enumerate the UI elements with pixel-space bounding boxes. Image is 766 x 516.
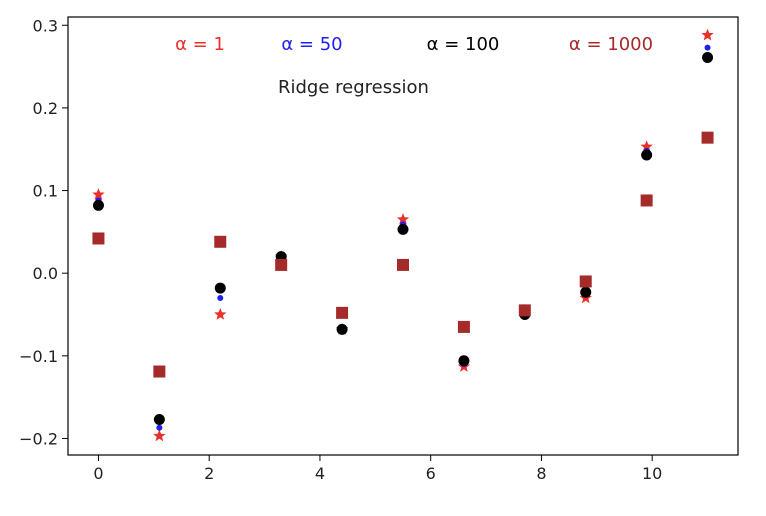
y-tick-label: 0.3 [33, 16, 58, 35]
legend-label: α = 100 [427, 34, 500, 55]
data-point-square [640, 194, 653, 207]
chart-title: Ridge regression [278, 77, 429, 98]
data-point-square [336, 306, 349, 319]
data-point-dot [704, 44, 711, 51]
data-point-square [153, 365, 166, 378]
data-point-circle [214, 282, 226, 294]
data-point-square [457, 320, 470, 333]
data-point-star [396, 212, 410, 225]
x-tick-label: 6 [426, 464, 436, 483]
x-tick-label: 2 [204, 464, 214, 483]
data-point-dot [217, 294, 224, 301]
y-tick-label: 0.1 [33, 182, 58, 201]
data-point-circle [336, 323, 348, 335]
series-1 [95, 44, 711, 431]
x-tick-label: 4 [315, 464, 325, 483]
y-tick-label: 0.2 [33, 99, 58, 118]
y-tick-label: 0.0 [33, 264, 58, 283]
data-point-circle [580, 286, 592, 298]
axis-ticks: 0 2 4 6 8 10 −0.2 −0.1 0.0 0.1 0.2 0.3 [19, 16, 662, 483]
x-tick-label: 8 [536, 464, 546, 483]
data-point-star [214, 308, 227, 320]
plot-frame [67, 16, 739, 456]
data-point-circle [458, 355, 470, 367]
data-point-circle [153, 413, 165, 425]
data-point-circle [397, 223, 409, 235]
x-tick-label: 0 [93, 464, 103, 483]
data-point-square [275, 258, 288, 271]
data-point-square [92, 232, 105, 245]
data-point-dot [156, 424, 163, 431]
data-point-circle [641, 149, 653, 161]
series-2 [92, 51, 714, 425]
series-3 [92, 131, 714, 378]
data-point-circle [702, 51, 714, 63]
y-tick-label: −0.2 [19, 429, 58, 448]
data-point-star [640, 140, 653, 153]
data-point-square [397, 258, 409, 271]
y-tick-label: −0.1 [19, 347, 58, 366]
data-point-star [153, 429, 166, 442]
data-point-square [579, 275, 592, 288]
data-marks [92, 28, 714, 442]
data-point-star [701, 28, 714, 41]
data-point-square [518, 304, 531, 317]
data-point-star [92, 188, 105, 200]
data-point-square [214, 235, 227, 248]
legend-label: α = 1000 [569, 34, 653, 55]
data-point-square [701, 131, 714, 144]
legend-label: α = 50 [281, 34, 342, 55]
x-tick-label: 10 [642, 464, 662, 483]
data-point-circle [92, 199, 104, 211]
legend-label: α = 1 [175, 34, 225, 55]
legend: α = 1 α = 50 α = 100 α = 1000 [175, 34, 653, 55]
